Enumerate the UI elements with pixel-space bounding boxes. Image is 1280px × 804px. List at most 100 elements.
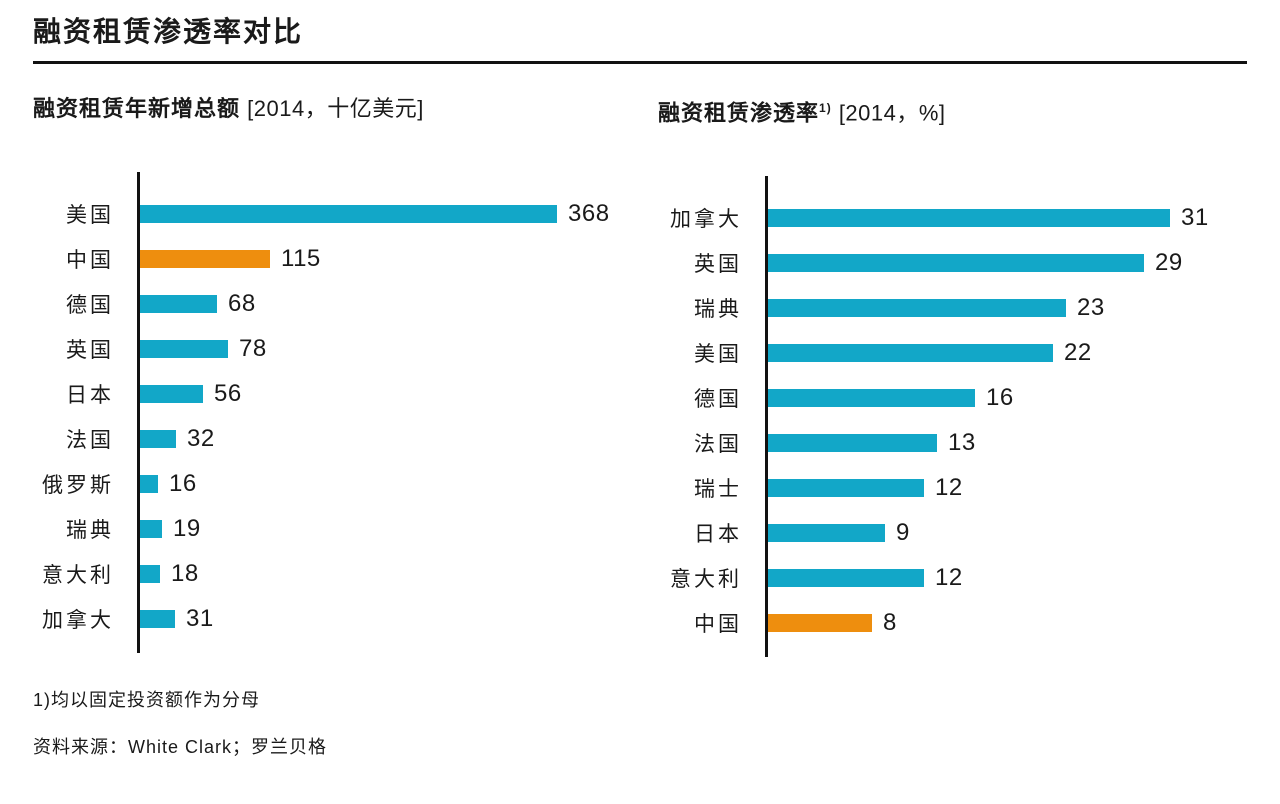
value-label: 12 — [935, 473, 963, 501]
chart-row: 16 — [140, 461, 625, 506]
bar-highlighted — [768, 613, 872, 632]
bar — [140, 564, 160, 583]
chart-row: 19 — [140, 506, 625, 551]
value-label: 78 — [239, 334, 267, 362]
chart-title: 融资租赁渗透率1) [2014，%] — [658, 95, 1247, 126]
chart-row: 13 — [768, 420, 1247, 465]
chart-row: 29 — [768, 240, 1247, 285]
bar — [768, 298, 1066, 317]
value-label: 31 — [1181, 203, 1209, 231]
category-label: 法国 — [66, 428, 114, 452]
category-label: 加拿大 — [670, 207, 742, 231]
value-label: 19 — [173, 514, 201, 542]
category-label: 美国 — [66, 203, 114, 227]
chart-penetration-rate: 融资租赁渗透率1) [2014，%] 加拿大英国瑞典美国德国法国瑞士日本意大利中… — [658, 95, 1247, 658]
category-label: 瑞典 — [694, 297, 742, 321]
chart-row: 18 — [140, 551, 625, 596]
bar — [768, 388, 975, 407]
footnote: 1)均以固定投资额作为分母 — [33, 690, 261, 711]
category-label: 英国 — [66, 338, 114, 362]
value-label: 9 — [896, 518, 910, 546]
category-label: 日本 — [66, 383, 114, 407]
bar — [140, 294, 217, 313]
bar — [768, 478, 924, 497]
bars-area: 368 115 68 78 56 32 16 19 18 31 — [137, 172, 625, 653]
footnote-marker: 1) — [819, 101, 832, 115]
chart-row: 115 — [140, 236, 625, 281]
category-label: 意大利 — [670, 567, 742, 591]
chart-title-unit: [2014，%] — [838, 100, 946, 126]
chart-title-text: 融资租赁年新增总额 — [33, 96, 241, 121]
chart-row: 9 — [768, 510, 1247, 555]
chart-row: 368 — [140, 191, 625, 236]
bars-area: 31 29 23 22 16 13 12 9 12 8 — [765, 176, 1247, 658]
value-label: 12 — [935, 563, 963, 591]
bar — [140, 384, 203, 403]
category-label: 瑞典 — [66, 518, 114, 542]
chart-row: 16 — [768, 375, 1247, 420]
category-label: 德国 — [66, 293, 114, 317]
value-label: 68 — [228, 289, 256, 317]
value-label: 16 — [169, 469, 197, 497]
source-line: 资料来源：White Clark；罗兰贝格 — [33, 737, 328, 758]
chart-row: 78 — [140, 326, 625, 371]
value-label: 56 — [214, 379, 242, 407]
chart-row: 31 — [140, 596, 625, 641]
chart-title-unit: [2014，十亿美元] — [247, 96, 424, 121]
bar — [768, 433, 937, 452]
category-label: 加拿大 — [42, 608, 114, 632]
report-page: 融资租赁渗透率对比 融资租赁年新增总额 [2014，十亿美元] 美国 中国 德国 英国… — [0, 14, 1280, 759]
value-label: 18 — [171, 559, 199, 587]
chart-row: 56 — [140, 371, 625, 416]
chart-title-text: 融资租赁渗透率 — [658, 100, 820, 126]
bar — [140, 429, 176, 448]
value-label: 31 — [186, 604, 214, 632]
category-label: 瑞士 — [694, 477, 742, 501]
value-label: 368 — [568, 199, 610, 227]
category-label: 中国 — [694, 612, 742, 636]
value-label: 32 — [187, 424, 215, 452]
value-label: 16 — [986, 383, 1014, 411]
category-label: 法国 — [694, 432, 742, 456]
bar — [768, 208, 1170, 227]
bar — [140, 519, 162, 538]
category-axis-labels: 美国中国德国英国日本法国俄罗斯瑞典意大利加拿大 — [33, 172, 137, 653]
bar — [768, 568, 924, 587]
chart-row: 12 — [768, 555, 1247, 600]
title-divider — [33, 61, 1247, 64]
category-label: 中国 — [66, 248, 114, 272]
bar — [768, 343, 1053, 362]
value-label: 13 — [948, 428, 976, 456]
category-axis-labels: 加拿大英国瑞典美国德国法国瑞士日本意大利中国 — [658, 176, 765, 657]
bar — [140, 474, 158, 493]
value-label: 8 — [883, 608, 897, 636]
chart-row: 12 — [768, 465, 1247, 510]
chart-plot-area: 加拿大英国瑞典美国德国法国瑞士日本意大利中国 31 29 23 22 16 13 12 9 12… — [658, 176, 1247, 658]
value-label: 115 — [281, 244, 321, 272]
chart-row: 8 — [768, 600, 1247, 645]
category-label: 英国 — [694, 252, 742, 276]
page-title: 融资租赁渗透率对比 — [33, 16, 304, 47]
bar — [140, 609, 175, 628]
category-label: 意大利 — [42, 563, 114, 587]
bar — [140, 204, 557, 223]
value-label: 22 — [1064, 338, 1092, 366]
chart-title: 融资租赁年新增总额 [2014，十亿美元] — [33, 95, 625, 122]
value-label: 29 — [1155, 248, 1183, 276]
bar — [768, 253, 1144, 272]
charts-row: 融资租赁年新增总额 [2014，十亿美元] 美国 中国 德国 英国 日本 法国 俄罗斯 瑞典意… — [33, 95, 1247, 658]
category-label: 美国 — [694, 342, 742, 366]
category-label: 俄罗斯 — [42, 473, 114, 497]
chart-row: 23 — [768, 285, 1247, 330]
chart-row: 22 — [768, 330, 1247, 375]
chart-annual-new-volume: 融资租赁年新增总额 [2014，十亿美元] 美国中国德国英国日本法国俄罗斯瑞典意… — [33, 95, 625, 657]
bar — [140, 339, 228, 358]
chart-row: 32 — [140, 416, 625, 461]
chart-row: 31 — [768, 195, 1247, 240]
category-label: 德国 — [694, 387, 742, 411]
chart-plot-area: 美国中国德国英国日本法国俄罗斯瑞典意大利加拿大 368 115 68 78 56 32 16… — [33, 172, 625, 653]
bar — [768, 523, 885, 542]
value-label: 23 — [1077, 293, 1105, 321]
chart-row: 68 — [140, 281, 625, 326]
category-label: 日本 — [694, 522, 742, 546]
